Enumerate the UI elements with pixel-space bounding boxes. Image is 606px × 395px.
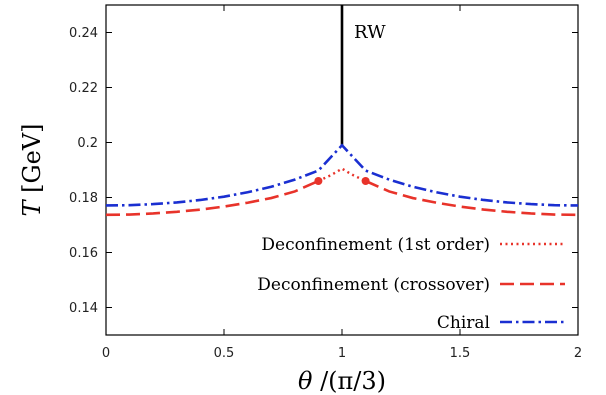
y-tick-label: 0.18	[69, 191, 98, 206]
critical-point	[314, 177, 323, 185]
x-axis-title: θ /(π/3)	[298, 367, 386, 395]
y-axis-unit: [GeV]	[18, 123, 46, 200]
x-axis-unit: /(π/3)	[312, 367, 386, 395]
series-line-3	[105, 143, 579, 207]
x-tick-label: 1	[338, 346, 346, 361]
y-axis-title: T [GeV]	[18, 123, 46, 216]
x-tick-label: 1.5	[450, 346, 471, 361]
x-tick-label: 2	[574, 346, 582, 361]
legend-label: Chiral	[437, 313, 490, 333]
y-tick-label: 0.2	[77, 136, 98, 151]
x-axis-symbol: θ	[298, 367, 313, 395]
series-line-1	[317, 167, 367, 183]
legend-label: Deconfinement (1st order)	[261, 235, 490, 255]
y-tick-label: 0.22	[69, 81, 98, 96]
x-tick-label: 0	[102, 346, 110, 361]
series-line-2-right	[365, 179, 579, 217]
y-tick-label: 0.24	[69, 26, 98, 41]
y-tick-label: 0.14	[69, 301, 98, 316]
x-tick-label: 0.5	[214, 346, 235, 361]
critical-point	[361, 177, 370, 185]
y-axis-symbol: T	[18, 199, 46, 217]
legend-label: Deconfinement (crossover)	[257, 275, 490, 295]
y-tick-label: 0.16	[69, 246, 98, 261]
rw-annotation: RW	[354, 22, 386, 43]
series-line-2-left	[105, 179, 319, 217]
